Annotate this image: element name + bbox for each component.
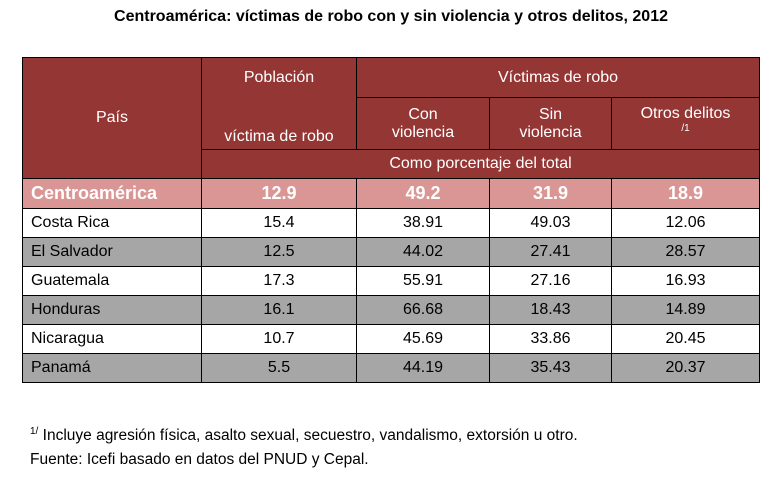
source-note: Fuente: Icefi basado en datos del PNUD y… (30, 451, 369, 469)
table-row: Nicaragua 10.7 45.69 33.86 20.45 (22, 324, 761, 354)
cell-pais: Honduras (22, 295, 202, 325)
table-row: Panamá 5.5 44.19 35.43 20.37 (22, 353, 761, 383)
cell-otros: 18.9 (610, 178, 761, 209)
cell-sin: 35.43 (489, 353, 612, 383)
footnote-1: 1/ Incluye agresión física, asalto sexua… (30, 420, 578, 448)
cell-con: 45.69 (356, 324, 490, 354)
cell-con: 49.2 (356, 178, 490, 209)
cell-poblacion: 15.4 (201, 208, 357, 238)
footnotes: 1/ Incluye agresión física, asalto sexua… (30, 420, 578, 472)
cell-otros: 14.89 (610, 295, 761, 325)
cell-con: 38.91 (356, 208, 490, 238)
header-sin-2: violencia (519, 123, 582, 141)
cell-pais: El Salvador (22, 237, 202, 267)
cell-sin: 49.03 (489, 208, 612, 238)
header-sin-1: Sin (538, 105, 563, 123)
cell-poblacion: 10.7 (201, 324, 357, 354)
cell-pais: Centroamérica (22, 178, 202, 209)
cell-sin: 27.16 (489, 266, 612, 296)
table-row: El Salvador 12.5 44.02 27.41 28.57 (22, 237, 761, 267)
header-unit: Como porcentaje del total (200, 149, 761, 179)
table-row: Honduras 16.1 66.68 18.43 14.89 (22, 295, 761, 325)
cell-sin: 31.9 (489, 178, 612, 209)
total-row: Centroamérica 12.9 49.2 31.9 18.9 (22, 178, 761, 209)
cell-con: 44.02 (356, 237, 490, 267)
header-con-1: Con (408, 105, 438, 123)
header-victimas: Víctimas de robo (355, 57, 761, 98)
cell-otros: 20.37 (610, 353, 761, 383)
data-table: País Población Víctimas de robo víctima … (22, 57, 761, 383)
table-row: Costa Rica 15.4 38.91 49.03 12.06 (22, 208, 761, 238)
cell-poblacion: 17.3 (201, 266, 357, 296)
footnote-text: Incluye agresión física, asalto sexual, … (38, 427, 578, 445)
cell-con: 55.91 (356, 266, 490, 296)
cell-poblacion: 16.1 (201, 295, 357, 325)
cell-poblacion: 5.5 (201, 353, 357, 383)
cell-pais: Guatemala (22, 266, 202, 296)
cell-con: 66.68 (356, 295, 490, 325)
header-poblacion-2: víctima de robo (201, 97, 357, 150)
table-title: Centroamérica: víctimas de robo con y si… (114, 8, 668, 25)
header-otros-note: /1 (681, 122, 690, 134)
cell-sin: 18.43 (489, 295, 612, 325)
table-row: Guatemala 17.3 55.91 27.16 16.93 (22, 266, 761, 296)
header-con-2: violencia (391, 123, 455, 141)
cell-pais: Nicaragua (22, 324, 202, 354)
footnote-mark: 1/ (30, 426, 39, 437)
cell-con: 44.19 (356, 353, 490, 383)
header-sin-violencia: Sin violencia (489, 97, 612, 150)
cell-pais: Costa Rica (22, 208, 202, 238)
cell-otros: 20.45 (610, 324, 761, 354)
cell-poblacion: 12.9 (201, 178, 357, 209)
cell-otros: 28.57 (610, 237, 761, 267)
header-otros-label: Otros delitos (640, 104, 731, 122)
cell-otros: 16.93 (610, 266, 761, 296)
header-con-violencia: Con violencia (356, 97, 490, 150)
cell-otros: 12.06 (610, 208, 761, 238)
cell-pais: Panamá (22, 353, 202, 383)
cell-poblacion: 12.5 (201, 237, 357, 267)
header-poblacion-1: Población (201, 57, 357, 98)
cell-sin: 33.86 (489, 324, 612, 354)
cell-sin: 27.41 (489, 237, 612, 267)
header-pais: País (22, 57, 202, 179)
header-otros: Otros delitos/1 (610, 97, 761, 150)
